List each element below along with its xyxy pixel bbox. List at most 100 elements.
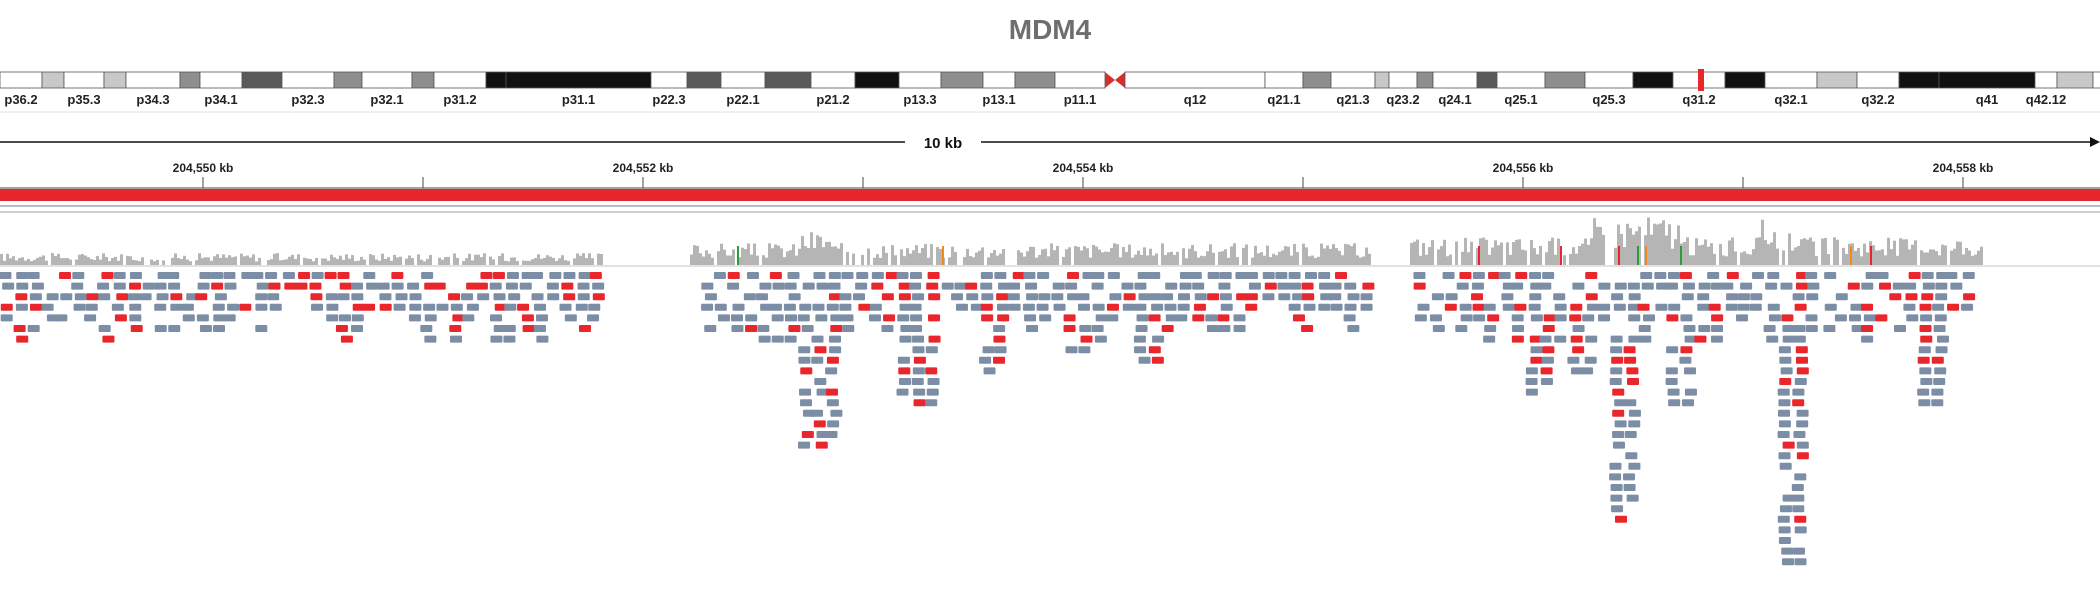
coverage-track[interactable] (0, 217, 1983, 265)
aligned-read[interactable] (492, 272, 505, 279)
aligned-read[interactable] (1079, 325, 1092, 332)
aligned-read[interactable] (1919, 367, 1932, 375)
aligned-read[interactable] (1641, 282, 1654, 290)
aligned-read[interactable] (896, 272, 909, 279)
aligned-read[interactable] (1850, 303, 1863, 311)
aligned-read[interactable] (801, 431, 814, 438)
aligned-read[interactable] (1136, 314, 1149, 322)
aligned-read[interactable] (1750, 293, 1763, 301)
aligned-read[interactable] (1666, 346, 1679, 354)
cytoband[interactable] (940, 71, 984, 89)
cytoband[interactable] (1014, 71, 1056, 89)
aligned-read[interactable] (1628, 293, 1641, 301)
aligned-read[interactable] (1934, 314, 1947, 322)
aligned-read[interactable] (448, 293, 461, 301)
aligned-read[interactable] (701, 282, 714, 290)
aligned-read[interactable] (1080, 335, 1093, 343)
cytoband[interactable] (650, 71, 688, 89)
aligned-read[interactable] (1627, 282, 1640, 290)
aligned-read[interactable] (801, 325, 814, 332)
cytoband[interactable] (898, 71, 942, 89)
aligned-read[interactable] (1288, 282, 1301, 290)
aligned-read[interactable] (998, 282, 1011, 290)
aligned-read[interactable] (1063, 325, 1076, 332)
aligned-read[interactable] (1863, 314, 1876, 322)
aligned-read[interactable] (1947, 303, 1960, 311)
aligned-read[interactable] (1161, 325, 1174, 332)
aligned-read[interactable] (391, 272, 404, 279)
aligned-read[interactable] (800, 399, 813, 407)
aligned-read[interactable] (1796, 367, 1809, 375)
aligned-read[interactable] (1529, 272, 1542, 279)
aligned-read[interactable] (326, 303, 339, 311)
aligned-read[interactable] (1667, 272, 1680, 279)
aligned-read[interactable] (1835, 293, 1848, 301)
aligned-read[interactable] (1122, 303, 1135, 311)
aligned-read[interactable] (797, 314, 810, 322)
aligned-read[interactable] (828, 282, 841, 290)
aligned-read[interactable] (1792, 547, 1805, 555)
aligned-read[interactable] (814, 378, 827, 385)
aligned-read[interactable] (1861, 282, 1874, 290)
aligned-read[interactable] (167, 272, 180, 279)
aligned-read[interactable] (1473, 314, 1486, 322)
aligned-read[interactable] (1861, 335, 1874, 343)
aligned-read[interactable] (1008, 303, 1021, 311)
aligned-read[interactable] (1920, 378, 1933, 385)
aligned-read[interactable] (1725, 303, 1738, 311)
aligned-read[interactable] (1414, 314, 1427, 322)
aligned-read[interactable] (1024, 314, 1037, 322)
cytoband[interactable] (505, 71, 652, 89)
aligned-read[interactable] (909, 282, 922, 290)
aligned-read[interactable] (1908, 272, 1921, 279)
aligned-read[interactable] (1134, 346, 1147, 354)
aligned-read[interactable] (1611, 505, 1624, 513)
aligned-read[interactable] (1793, 325, 1806, 332)
aligned-read[interactable] (1921, 272, 1934, 279)
aligned-read[interactable] (839, 293, 852, 301)
aligned-read[interactable] (1610, 494, 1623, 502)
aligned-read[interactable] (1152, 335, 1165, 343)
aligned-read[interactable] (927, 378, 940, 385)
aligned-read[interactable] (1609, 462, 1622, 470)
aligned-read[interactable] (1512, 325, 1525, 332)
aligned-read[interactable] (1796, 452, 1809, 460)
aligned-read[interactable] (1792, 505, 1805, 513)
aligned-read[interactable] (1922, 282, 1935, 290)
aligned-read[interactable] (59, 272, 72, 279)
aligned-read[interactable] (1218, 282, 1231, 290)
aligned-read[interactable] (1329, 293, 1342, 301)
aligned-read[interactable] (1483, 303, 1496, 311)
aligned-read[interactable] (1697, 293, 1710, 301)
aligned-read[interactable] (1539, 282, 1552, 290)
aligned-read[interactable] (1413, 272, 1426, 279)
aligned-read[interactable] (267, 293, 280, 301)
aligned-read[interactable] (561, 282, 574, 290)
aligned-read[interactable] (1609, 378, 1622, 385)
aligned-read[interactable] (1598, 282, 1611, 290)
aligned-read[interactable] (490, 335, 503, 343)
aligned-read[interactable] (420, 325, 433, 332)
aligned-read[interactable] (714, 303, 727, 311)
aligned-read[interactable] (1805, 314, 1818, 322)
aligned-read[interactable] (97, 282, 110, 290)
aligned-read[interactable] (798, 356, 811, 364)
aligned-read[interactable] (825, 388, 838, 396)
aligned-read[interactable] (769, 303, 782, 311)
aligned-read[interactable] (0, 272, 12, 279)
aligned-read[interactable] (731, 325, 744, 332)
aligned-read[interactable] (1303, 303, 1316, 311)
aligned-read[interactable] (1275, 272, 1288, 279)
cytoband[interactable] (1764, 71, 1818, 89)
aligned-read[interactable] (154, 325, 167, 332)
aligned-read[interactable] (996, 293, 1009, 301)
aligned-read[interactable] (1175, 314, 1188, 322)
aligned-read[interactable] (1612, 441, 1625, 449)
aligned-read[interactable] (16, 282, 29, 290)
aligned-read[interactable] (910, 314, 923, 322)
aligned-read[interactable] (1935, 282, 1948, 290)
aligned-read[interactable] (825, 431, 838, 438)
aligned-read[interactable] (1194, 293, 1207, 301)
aligned-read[interactable] (1665, 282, 1678, 290)
aligned-read[interactable] (363, 303, 376, 311)
